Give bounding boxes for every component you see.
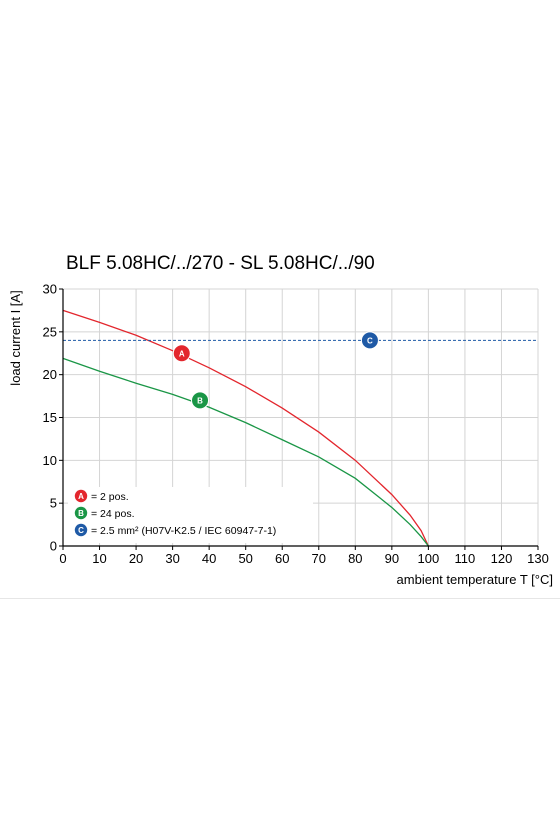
legend-background xyxy=(68,487,313,543)
y-tick-label: 10 xyxy=(43,453,57,468)
series-line-b xyxy=(62,357,429,547)
legend-marker-c xyxy=(74,523,88,537)
series-marker-letter: B xyxy=(197,396,203,405)
series-marker-c xyxy=(360,331,379,350)
x-tick-label: 30 xyxy=(165,551,179,566)
series-markers: A B C xyxy=(172,331,379,410)
x-tick-label: 50 xyxy=(238,551,252,566)
x-tick-label: 10 xyxy=(92,551,106,566)
series-marker-letter: C xyxy=(367,336,373,345)
x-tick-label: 110 xyxy=(455,551,476,566)
x-tick-label: 100 xyxy=(418,551,440,566)
y-axis-label: load current I [A] xyxy=(8,290,23,385)
legend-marker-a xyxy=(74,489,88,503)
x-tick-label: 90 xyxy=(385,551,399,566)
y-tick-label: 0 xyxy=(50,539,57,554)
divider xyxy=(0,598,560,599)
y-tick-label: 5 xyxy=(50,496,57,511)
y-tick-label: 25 xyxy=(43,324,57,339)
legend-entry-b: = 24 pos. xyxy=(91,508,135,520)
series-marker-a xyxy=(172,344,191,363)
y-tick-label: 20 xyxy=(43,367,57,382)
chart-title: BLF 5.08HC/../270 - SL 5.08HC/../90 xyxy=(66,253,375,274)
legend-entry-a: = 2 pos. xyxy=(91,491,129,503)
legend-marker-b xyxy=(74,506,88,520)
x-tick-label: 70 xyxy=(312,551,326,566)
axes: 0 10 20 30 40 50 60 70 80 90 100 110 120 130 0 5 10 15 20 2… xyxy=(43,282,549,567)
legend-marker-letter: C xyxy=(78,526,84,535)
x-tick-label: 120 xyxy=(491,551,513,566)
x-tick-label: 60 xyxy=(275,551,289,566)
series-group xyxy=(62,309,538,547)
legend: A = 2 pos. B = 24 pos. C = 2.5 mm² (H07V-K2.5… xyxy=(68,487,313,543)
series-marker-b xyxy=(191,391,210,410)
legend-marker-letter: A xyxy=(78,492,84,501)
legend-entry-c: = 2.5 mm² (H07V-K2.5 / IEC 60947-7-1) xyxy=(91,525,276,537)
series-marker-letter: A xyxy=(179,349,185,358)
series-line-a xyxy=(62,309,429,547)
x-tick-label: 20 xyxy=(129,551,143,566)
x-axis-label: ambient temperature T [°C] xyxy=(397,572,553,587)
legend-marker-letter: B xyxy=(78,509,84,518)
x-tick-label: 0 xyxy=(59,551,66,566)
x-tick-label: 130 xyxy=(527,551,549,566)
y-tick-label: 15 xyxy=(43,410,57,425)
x-tick-label: 40 xyxy=(202,551,216,566)
x-tick-label: 80 xyxy=(348,551,362,566)
y-tick-label: 30 xyxy=(43,282,57,297)
